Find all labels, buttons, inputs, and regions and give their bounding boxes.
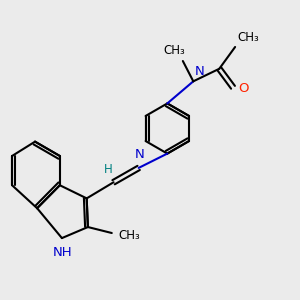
Text: N: N [195,65,205,78]
Text: N: N [135,148,145,161]
Text: H: H [104,163,112,176]
Text: O: O [238,82,249,95]
Text: CH₃: CH₃ [164,44,185,57]
Text: CH₃: CH₃ [238,31,259,44]
Text: NH: NH [53,246,72,259]
Text: CH₃: CH₃ [118,229,140,242]
